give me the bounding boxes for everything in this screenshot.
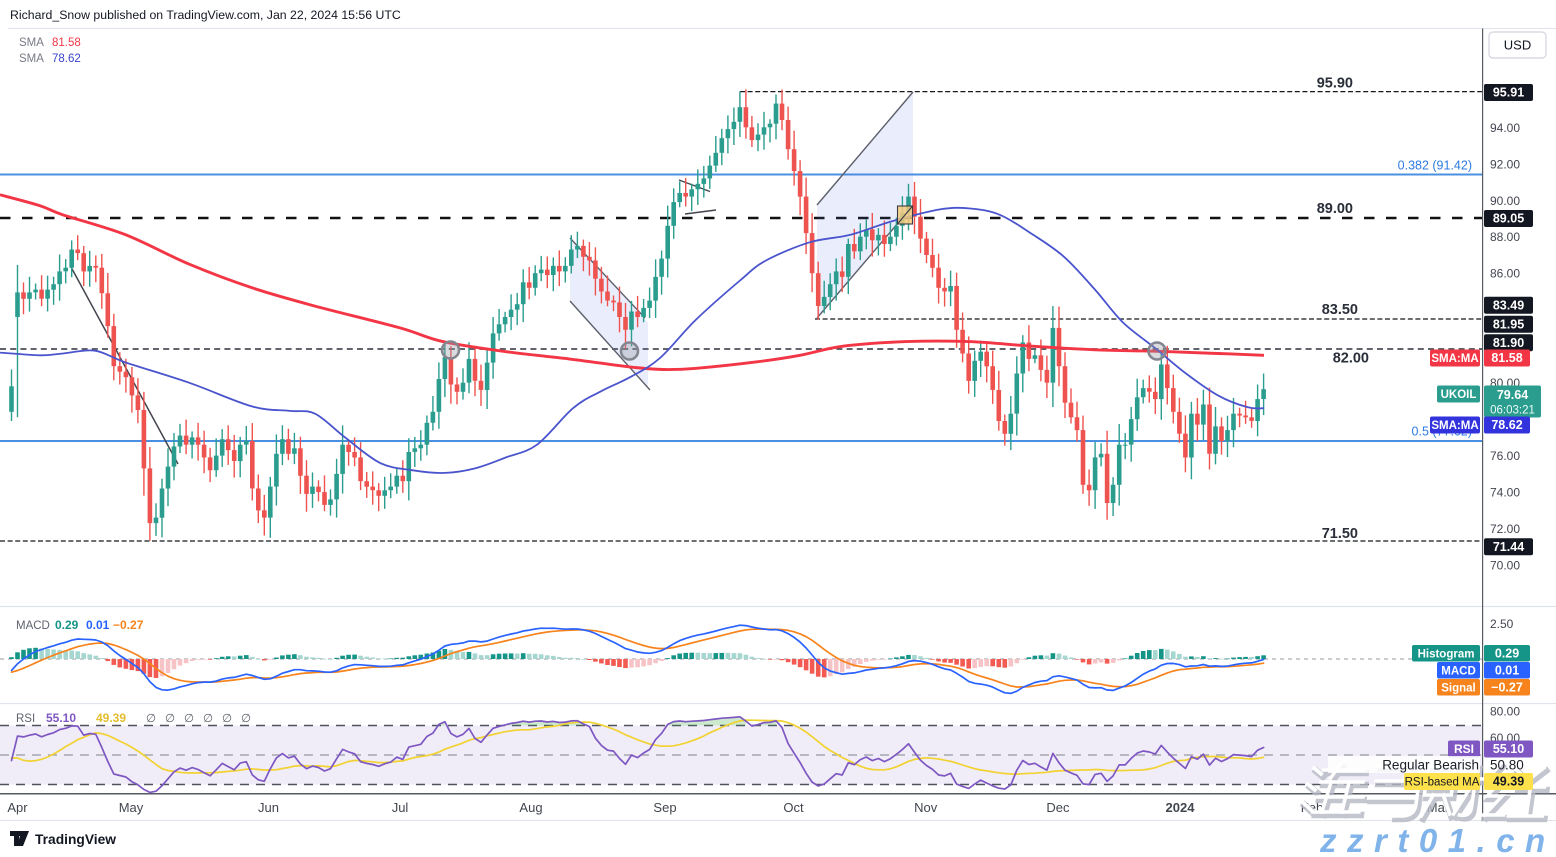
svg-text:Signal: Signal bbox=[1441, 683, 1476, 695]
svg-text:0.01: 0.01 bbox=[1495, 664, 1519, 678]
svg-text:∅: ∅ bbox=[184, 713, 194, 725]
svg-text:92.00: 92.00 bbox=[1490, 157, 1520, 171]
svg-text:49.39: 49.39 bbox=[96, 711, 126, 725]
svg-text:0.01: 0.01 bbox=[86, 618, 110, 632]
svg-text:90.00: 90.00 bbox=[1490, 194, 1520, 208]
svg-text:71.50: 71.50 bbox=[1322, 526, 1358, 542]
svg-text:Regular Bearish: Regular Bearish bbox=[1382, 758, 1479, 773]
svg-text:95.91: 95.91 bbox=[1493, 86, 1524, 100]
svg-text:94.00: 94.00 bbox=[1490, 121, 1520, 135]
svg-text:∅: ∅ bbox=[222, 713, 232, 725]
svg-text:0.29: 0.29 bbox=[1495, 647, 1519, 661]
svg-text:SMA: SMA bbox=[19, 37, 44, 49]
svg-text:Richard_Snow published on Trad: Richard_Snow published on TradingView.co… bbox=[10, 8, 401, 22]
svg-text:USD: USD bbox=[1504, 38, 1531, 53]
svg-text:Oct: Oct bbox=[783, 800, 804, 815]
svg-text:49.39: 49.39 bbox=[1493, 775, 1524, 789]
svg-text:72.00: 72.00 bbox=[1490, 522, 1520, 536]
svg-text:88.00: 88.00 bbox=[1490, 230, 1520, 244]
svg-text:TradingView: TradingView bbox=[35, 832, 116, 847]
svg-text:UKOIL: UKOIL bbox=[1441, 389, 1477, 401]
svg-text:95.90: 95.90 bbox=[1317, 76, 1353, 92]
svg-text:Apr: Apr bbox=[7, 800, 28, 815]
svg-text:81.95: 81.95 bbox=[1493, 317, 1524, 331]
svg-text:89.05: 89.05 bbox=[1493, 212, 1524, 226]
svg-text:SMA:MA: SMA:MA bbox=[1431, 353, 1478, 365]
svg-text:81.58: 81.58 bbox=[52, 37, 81, 49]
svg-text:MACD: MACD bbox=[1441, 666, 1476, 678]
svg-text:Nov: Nov bbox=[914, 800, 938, 815]
svg-text:SMA:MA: SMA:MA bbox=[1431, 420, 1478, 432]
svg-text:2.50: 2.50 bbox=[1490, 617, 1514, 631]
svg-text:RSI-based MA: RSI-based MA bbox=[1405, 777, 1480, 789]
svg-text:74.00: 74.00 bbox=[1490, 486, 1520, 500]
svg-text:79.64: 79.64 bbox=[1497, 388, 1528, 402]
svg-text:0.29: 0.29 bbox=[55, 618, 79, 632]
svg-text:Aug: Aug bbox=[519, 800, 542, 815]
svg-text:MACD: MACD bbox=[16, 620, 50, 632]
svg-text:Sep: Sep bbox=[653, 800, 676, 815]
svg-text:−0.27: −0.27 bbox=[1491, 681, 1523, 695]
svg-text:0.382 (91.42): 0.382 (91.42) bbox=[1398, 159, 1472, 173]
svg-text:82.00: 82.00 bbox=[1333, 351, 1369, 367]
svg-text:78.62: 78.62 bbox=[52, 53, 81, 65]
svg-text:70.00: 70.00 bbox=[1490, 559, 1520, 573]
svg-text:06:03:21: 06:03:21 bbox=[1490, 405, 1535, 417]
svg-text:Jun: Jun bbox=[258, 800, 279, 815]
svg-text:81.58: 81.58 bbox=[1491, 351, 1522, 365]
svg-text:83.49: 83.49 bbox=[1493, 299, 1524, 313]
svg-text:∅: ∅ bbox=[146, 713, 156, 725]
svg-text:71.44: 71.44 bbox=[1493, 540, 1524, 554]
svg-text:55.10: 55.10 bbox=[1493, 742, 1524, 756]
svg-text:Jul: Jul bbox=[392, 800, 409, 815]
svg-text:zzrt01.cn: zzrt01.cn bbox=[1319, 822, 1556, 857]
svg-text:80.00: 80.00 bbox=[1490, 705, 1520, 719]
svg-text:∅: ∅ bbox=[241, 713, 251, 725]
svg-text:May: May bbox=[119, 800, 144, 815]
svg-text:Dec: Dec bbox=[1046, 800, 1070, 815]
svg-text:50.80: 50.80 bbox=[1490, 758, 1524, 773]
svg-text:76.00: 76.00 bbox=[1490, 449, 1520, 463]
svg-text:86.00: 86.00 bbox=[1490, 267, 1520, 281]
svg-text:89.00: 89.00 bbox=[1317, 201, 1353, 217]
svg-text:RSI: RSI bbox=[1454, 742, 1474, 756]
svg-text:81.90: 81.90 bbox=[1493, 336, 1524, 350]
svg-text:RSI: RSI bbox=[16, 713, 35, 725]
svg-text:∅: ∅ bbox=[165, 713, 175, 725]
svg-text:−0.27: −0.27 bbox=[113, 618, 144, 632]
svg-text:∅: ∅ bbox=[203, 713, 213, 725]
svg-text:55.10: 55.10 bbox=[46, 711, 76, 725]
svg-text:SMA: SMA bbox=[19, 53, 44, 65]
svg-text:Histogram: Histogram bbox=[1418, 649, 1475, 661]
svg-text:83.50: 83.50 bbox=[1322, 302, 1358, 318]
svg-text:2024: 2024 bbox=[1166, 800, 1196, 815]
svg-text:78.62: 78.62 bbox=[1491, 418, 1522, 432]
